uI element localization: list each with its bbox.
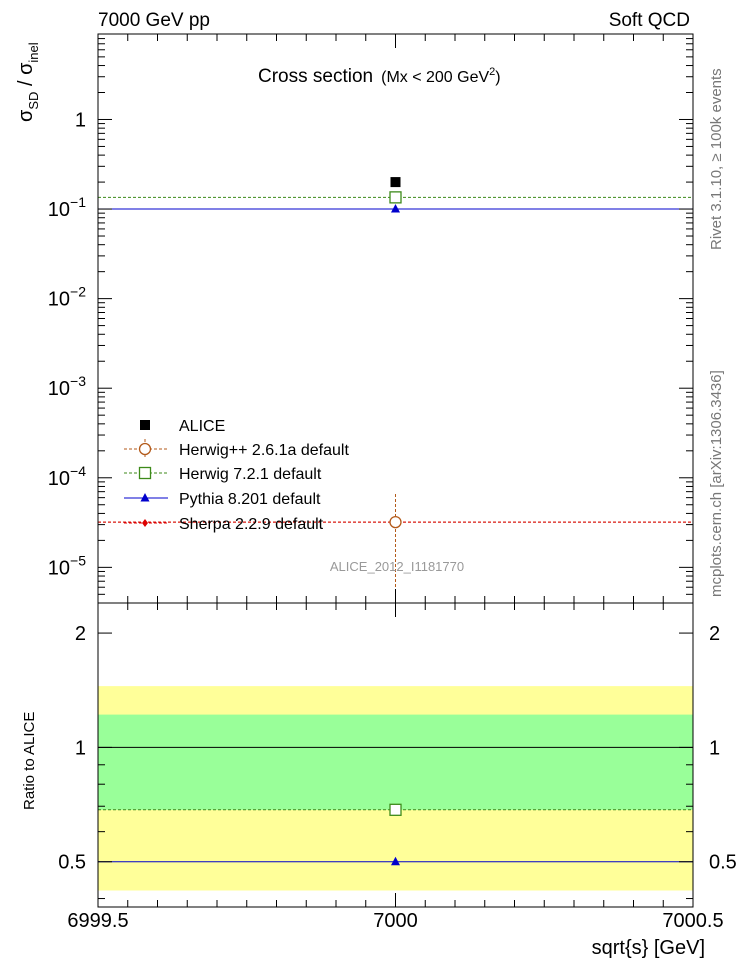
rivet-label: Rivet 3.1.10, ≥ 100k events <box>708 68 725 250</box>
legend-label-0: ALICE <box>179 418 225 435</box>
axis-ticks <box>97 33 694 907</box>
main-ytick-label: 10−5 <box>48 552 86 579</box>
main-ytick-base: 10 <box>48 468 70 490</box>
chart-title: Cross section (Mx < 200 GeV2) <box>258 66 501 87</box>
ratio-band-1 <box>98 714 693 810</box>
legend-marker-1 <box>138 442 152 456</box>
mcplots-label: mcplots.cern.ch [arXiv:1306.3436] <box>708 370 725 597</box>
main-series <box>98 177 693 603</box>
analysis-label: ALICE_2012_I1181770 <box>330 559 464 574</box>
ratio-ytick-label: 2 <box>75 623 86 645</box>
legend-label-1: Herwig++ 2.6.1a default <box>179 442 349 459</box>
chart-title-cut-suffix: ) <box>495 69 500 86</box>
main-ytick-base: 10 <box>48 557 70 579</box>
main-ytick-exp: −2 <box>70 284 86 300</box>
legend: ALICE Herwig++ 2.6.1a default Herwig 7.2.1… <box>124 418 349 533</box>
main-ytick-label: 10−4 <box>48 463 86 490</box>
ratio-point-1 <box>389 803 402 816</box>
main-ytick-label: 10−3 <box>48 373 86 400</box>
ylabel-sigma: σ <box>15 109 37 122</box>
legend-marker-2 <box>138 466 152 480</box>
header-right: Soft QCD <box>609 10 690 31</box>
ratio-ytick-label: 1 <box>75 737 86 759</box>
ratio-bands <box>98 686 693 891</box>
main-ytick-label: 1 <box>75 109 86 131</box>
ratio-series <box>98 746 693 866</box>
xtick-label: 6999.5 <box>67 910 128 932</box>
main-point-1 <box>389 515 402 529</box>
xtick-label: 7000.5 <box>662 910 723 932</box>
legend-label-3: Pythia 8.201 default <box>179 491 321 508</box>
main-point-3 <box>391 204 400 213</box>
ratio-ytick-label-right: 0.5 <box>709 852 737 874</box>
main-ytick-base: 10 <box>48 378 70 400</box>
main-point-2 <box>389 191 402 204</box>
chart-title-cut-prefix: (Mx < 200 GeV <box>381 69 489 86</box>
main-ytick-base: 10 <box>48 289 70 311</box>
xtick-label: 7000 <box>373 910 418 932</box>
legend-marker-4 <box>142 519 148 527</box>
main-ytick-exp: −3 <box>70 373 86 389</box>
main-ytick-exp: −1 <box>70 194 86 210</box>
y-axis-label-ratio: Ratio to ALICE <box>21 712 38 810</box>
legend-marker-0 <box>140 420 150 430</box>
y-axis-label-main: σSD / σinel <box>15 42 41 122</box>
ratio-ytick-label-right: 2 <box>709 623 720 645</box>
main-ytick-label: 10−2 <box>48 284 86 311</box>
ylabel-sub2: inel <box>26 42 41 62</box>
x-axis-label: sqrt{s} [GeV] <box>592 937 705 959</box>
main-ytick-label: 10−1 <box>48 194 86 221</box>
legend-label-4: Sherpa 2.2.9 default <box>179 516 324 533</box>
ratio-ytick-label: 0.5 <box>58 852 86 874</box>
ratio-point-2 <box>391 856 400 866</box>
main-ytick-base: 10 <box>48 199 70 221</box>
ratio-ytick-label-right: 1 <box>709 737 720 759</box>
main-ytick-exp: −4 <box>70 463 86 479</box>
legend-label-2: Herwig 7.2.1 default <box>179 466 322 483</box>
main-ytick-exp: −5 <box>70 552 86 568</box>
legend-marker-3 <box>140 493 150 502</box>
chart-title-main: Cross section <box>258 66 373 87</box>
ylabel-sep: / σ <box>15 62 37 92</box>
ylabel-sub1: SD <box>26 92 41 110</box>
header-left: 7000 GeV pp <box>98 10 210 31</box>
main-point-0 <box>390 177 401 188</box>
chart-title-cut-sup: 2 <box>489 66 495 78</box>
